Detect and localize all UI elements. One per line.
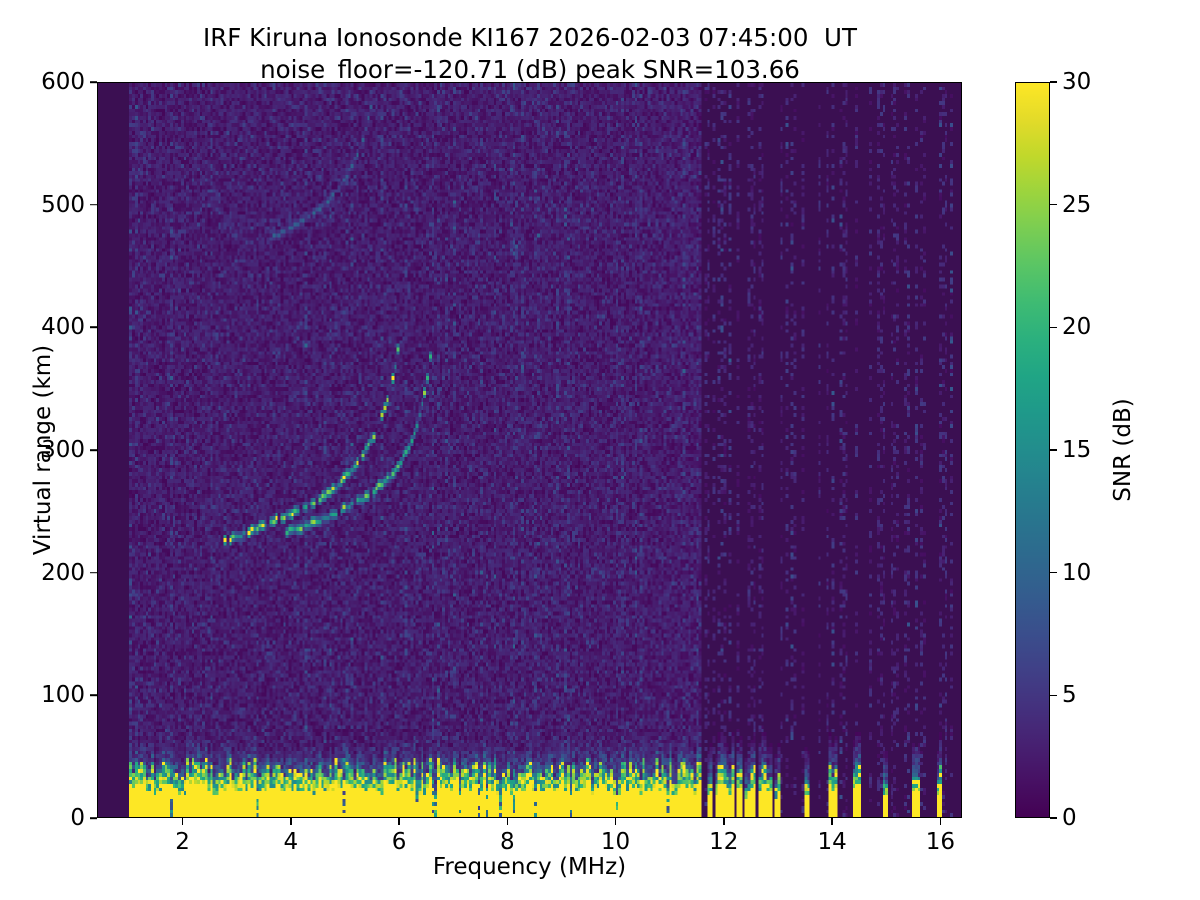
x-tick-mark: [289, 818, 292, 825]
colorbar-tick-mark: [1050, 571, 1057, 574]
colorbar-tick-label: 5: [1062, 682, 1077, 709]
colorbar-tick-mark: [1050, 81, 1057, 83]
colorbar-tick-mark: [1050, 694, 1057, 697]
y-tick-label: 0: [70, 805, 85, 831]
y-axis-label: Virtual range (km): [30, 344, 56, 556]
plot-axes[interactable]: [97, 82, 962, 818]
title-line-1: IRF Kiruna Ionosonde KI167 2026-02-03 07…: [203, 23, 857, 52]
colorbar-tick-label: 20: [1062, 314, 1092, 341]
x-tick-mark: [831, 818, 833, 825]
colorbar-tick-label: 30: [1062, 69, 1092, 95]
x-tick-label: 16: [925, 829, 955, 855]
colorbar-tick-mark: [1050, 449, 1057, 451]
y-tick-mark: [90, 571, 97, 574]
x-tick-label: 12: [709, 829, 739, 855]
y-tick-mark: [90, 81, 97, 83]
colorbar-gradient: [1016, 83, 1049, 817]
x-tick-label: 8: [499, 829, 515, 855]
x-tick-label: 2: [175, 829, 190, 855]
x-tick-label: 14: [817, 829, 847, 855]
colorbar-tick-label: 0: [1062, 805, 1077, 831]
colorbar-tick-label: 15: [1062, 437, 1092, 463]
y-tick-label: 500: [41, 191, 85, 218]
y-tick-label: 600: [41, 69, 85, 95]
y-tick-label: 400: [41, 314, 85, 341]
figure-title: IRF Kiruna Ionosonde KI167 2026-02-03 07…: [0, 22, 1060, 86]
x-tick-label: 4: [283, 829, 299, 855]
ionogram-heatmap[interactable]: [98, 83, 961, 817]
x-tick-mark: [398, 818, 400, 825]
x-tick-mark: [723, 818, 725, 825]
y-tick-label: 300: [41, 437, 85, 463]
colorbar-tick-label: 10: [1062, 559, 1092, 586]
colorbar-tick-mark: [1050, 203, 1057, 206]
y-tick-mark: [90, 694, 97, 697]
x-tick-mark: [506, 818, 509, 825]
colorbar-label: SNR (dB): [1110, 398, 1136, 502]
y-tick-label: 200: [41, 559, 85, 586]
colorbar[interactable]: [1015, 82, 1050, 818]
x-tick-label: 10: [600, 829, 631, 855]
y-tick-mark: [90, 817, 97, 819]
y-tick-label: 100: [41, 682, 85, 709]
title-line-2: noise_floor=-120.71 (dB) peak SNR=103.66: [260, 54, 800, 84]
y-tick-mark: [90, 203, 97, 206]
colorbar-tick-label: 25: [1062, 191, 1092, 218]
x-tick-mark: [939, 818, 942, 825]
x-tick-mark: [181, 818, 184, 825]
colorbar-tick-mark: [1050, 326, 1057, 329]
x-tick-label: 6: [391, 829, 407, 855]
colorbar-tick-mark: [1050, 817, 1057, 819]
y-tick-mark: [90, 449, 97, 451]
x-tick-mark: [614, 818, 617, 825]
y-tick-mark: [90, 326, 97, 329]
x-axis-label: Frequency (MHz): [432, 854, 627, 880]
